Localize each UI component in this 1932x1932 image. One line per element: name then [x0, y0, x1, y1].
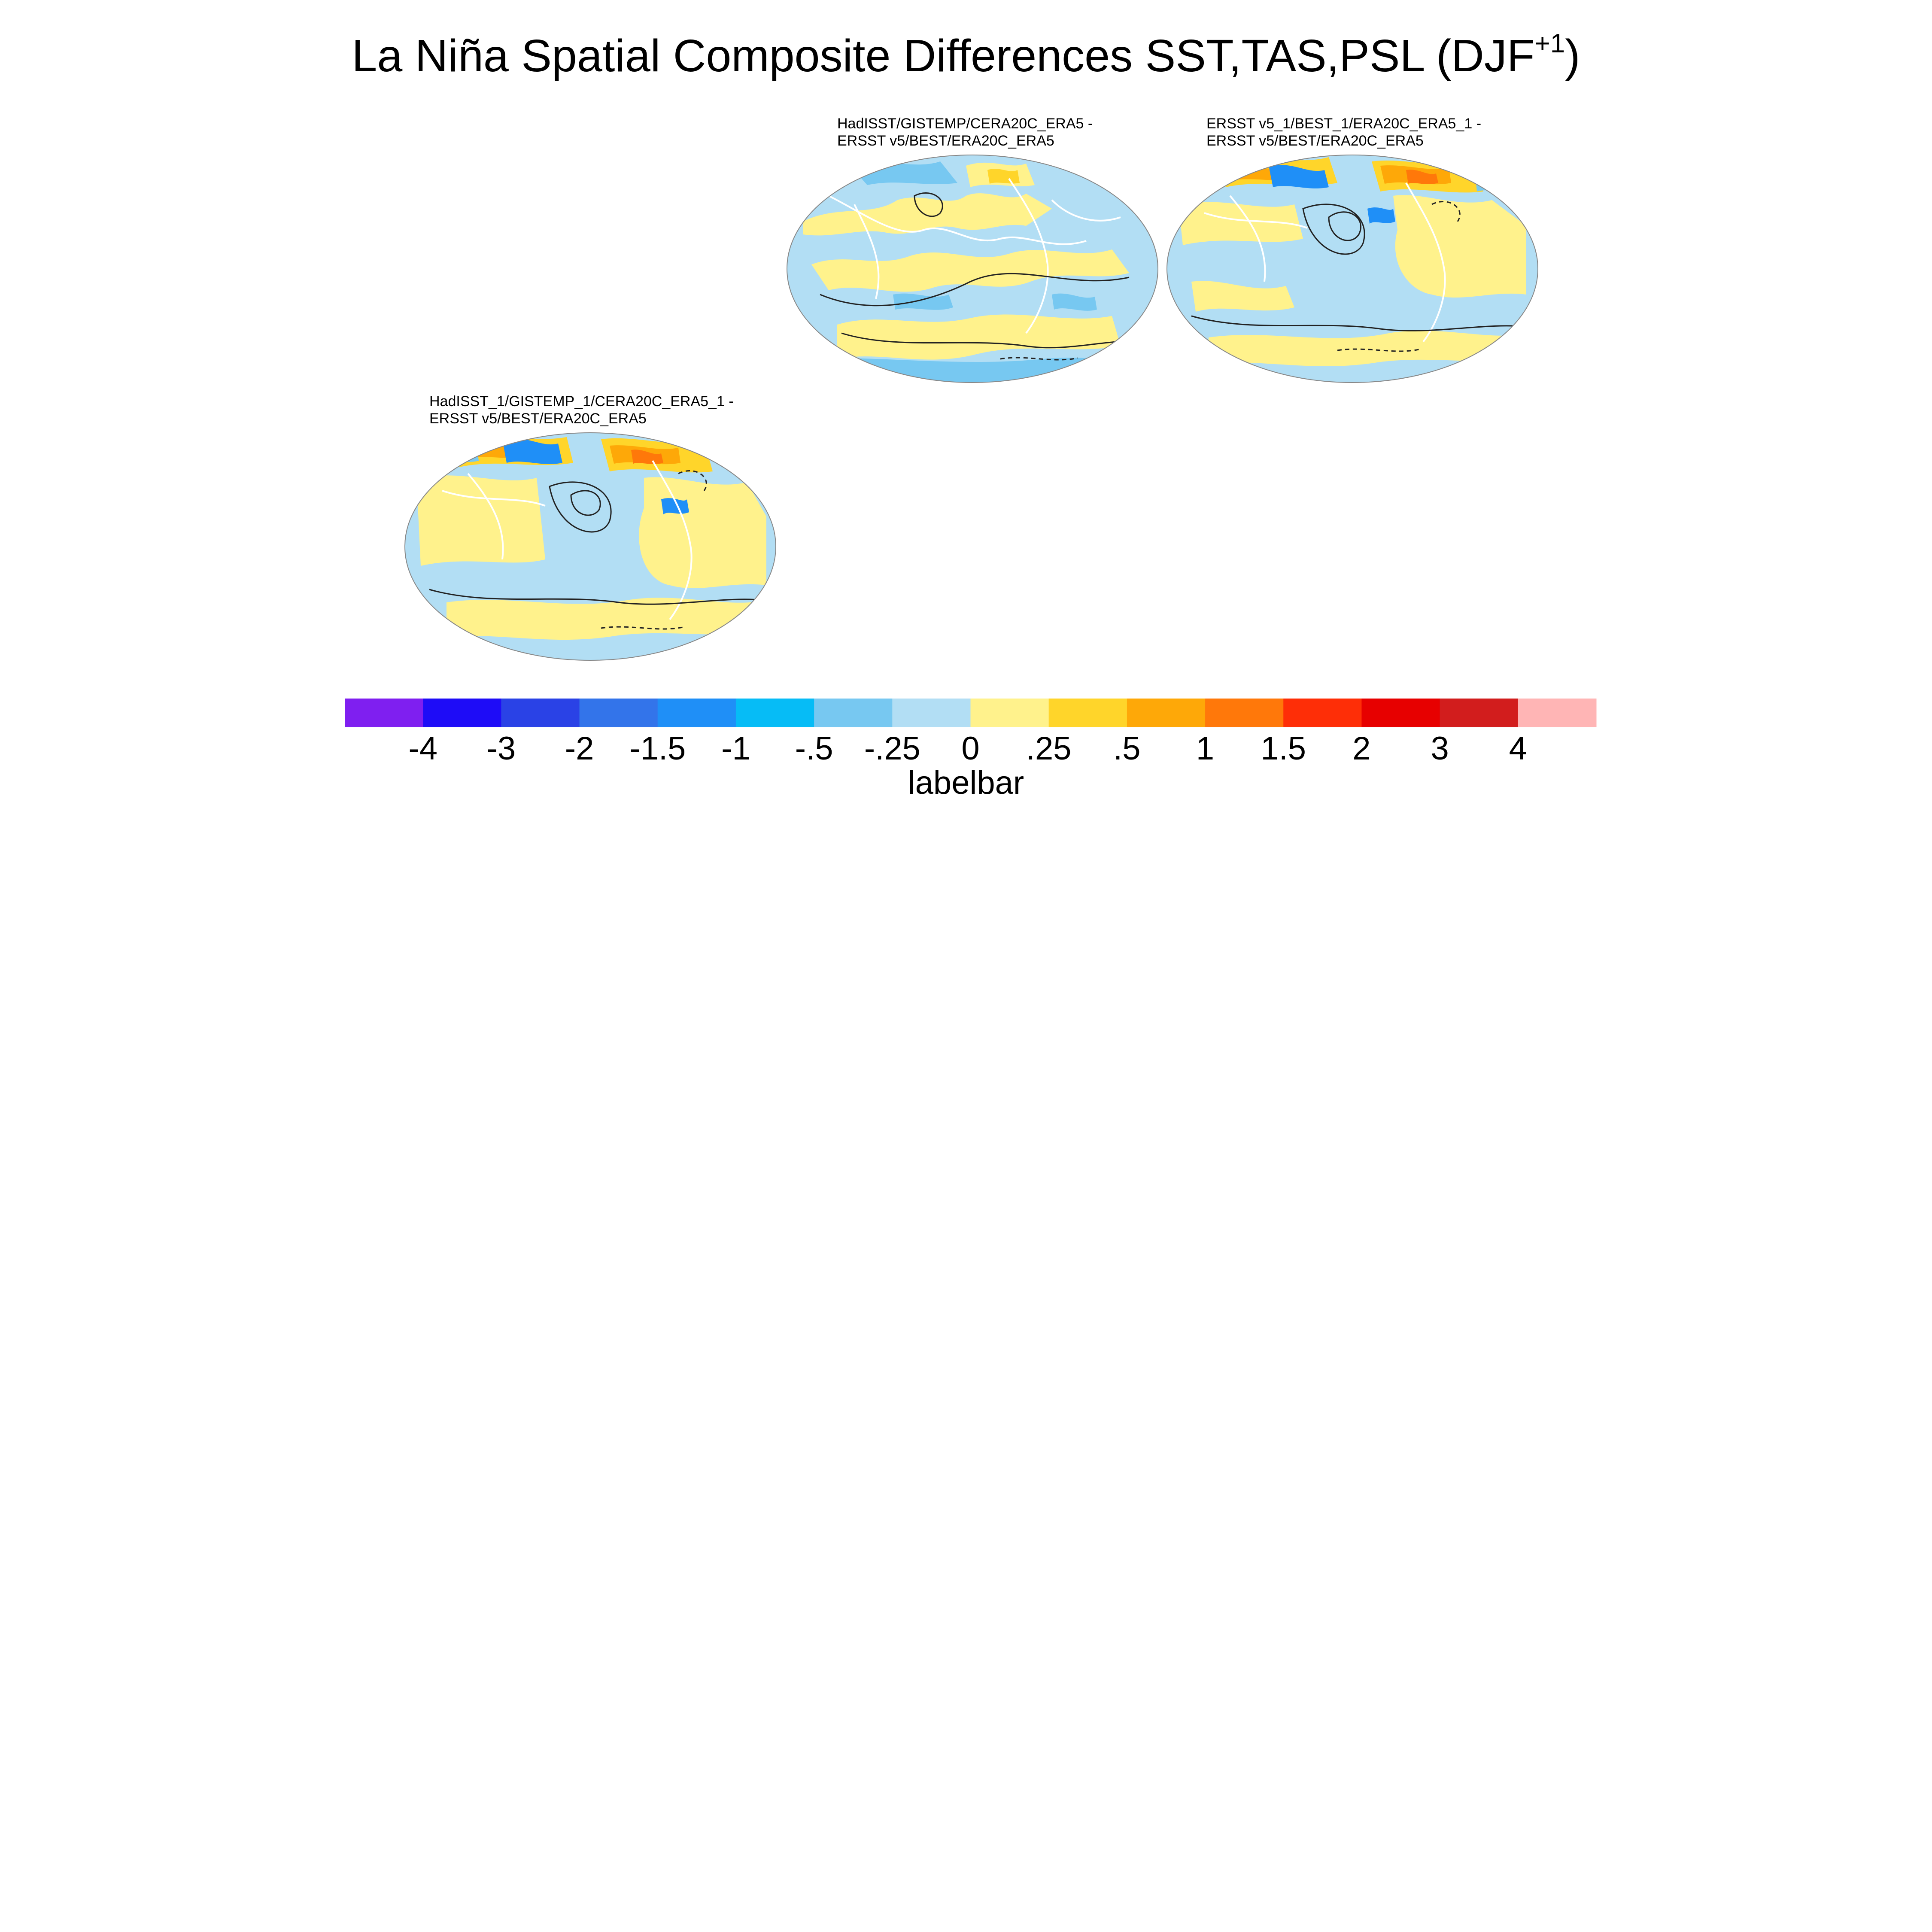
robinson-map-2 [1166, 155, 1538, 383]
labelbar-title: labelbar [908, 765, 1024, 801]
labelbar-tick-label: -2 [565, 730, 594, 767]
figure-title-superscript: +1 [1534, 28, 1565, 58]
labelbar-swatch [1205, 699, 1284, 727]
panel-title-line2: ERSST v5/BEST/ERA20C_ERA5 [837, 133, 1054, 149]
panel-title: HadISST/GISTEMP/CERA20C_ERA5 - ERSST v5/… [837, 115, 1211, 149]
labelbar-swatch [345, 699, 423, 727]
robinson-map-1 [787, 155, 1158, 383]
panel-title-line1: HadISST/GISTEMP/CERA20C_ERA5 - [837, 115, 1093, 132]
labelbar-tick-label: 1 [1196, 730, 1215, 767]
labelbar-swatch [1048, 699, 1127, 727]
labelbar-swatch [1518, 699, 1597, 727]
labelbar-tick-label: -4 [408, 730, 437, 767]
map-panel-hadisst1-gistemp1-cera20c1: HadISST_1/GISTEMP_1/CERA20C_ERA5_1 - ERS… [404, 393, 777, 661]
labelbar-tick-label: 3 [1431, 730, 1449, 767]
panel-title-line2: ERSST v5/BEST/ERA20C_ERA5 [429, 410, 647, 427]
labelbar-tick-label: 4 [1509, 730, 1527, 767]
labelbar-tick-label: .25 [1026, 730, 1072, 767]
labelbar-tick-label: -.25 [864, 730, 920, 767]
panel-title-line1: ERSST v5_1/BEST_1/ERA20C_ERA5_1 - [1206, 115, 1482, 132]
labelbar-swatch [735, 699, 814, 727]
panel-title: HadISST_1/GISTEMP_1/CERA20C_ERA5_1 - ERS… [429, 393, 803, 427]
figure-title: La Niña Spatial Composite Differences SS… [0, 28, 1932, 82]
panel-title-line1: HadISST_1/GISTEMP_1/CERA20C_ERA5_1 - [429, 393, 734, 410]
labelbar-swatch [814, 699, 893, 727]
labelbar-tick-label: .5 [1113, 730, 1141, 767]
labelbar-swatch [1440, 699, 1519, 727]
labelbar-tick-label: -1 [721, 730, 750, 767]
labelbar-tick-label: -.5 [795, 730, 833, 767]
figure-title-main: La Niña Spatial Composite Differences SS… [352, 30, 1535, 81]
labelbar-swatch [1127, 699, 1206, 727]
labelbar-tick-label: 1.5 [1261, 730, 1306, 767]
map-panel-hadisst-gistemp-cera20c: HadISST/GISTEMP/CERA20C_ERA5 - ERSST v5/… [786, 115, 1159, 383]
labelbar-tick-label: -1.5 [629, 730, 686, 767]
labelbar-swatch [892, 699, 971, 727]
labelbar [345, 699, 1597, 727]
labelbar-swatch [579, 699, 658, 727]
labelbar-swatch [501, 699, 580, 727]
robinson-map-3 [404, 432, 776, 661]
figure-title-close: ) [1565, 30, 1580, 81]
panel-title-line2: ERSST v5/BEST/ERA20C_ERA5 [1206, 133, 1424, 149]
map-panel-ersst-best-era20c: ERSST v5_1/BEST_1/ERA20C_ERA5_1 - ERSST … [1166, 115, 1539, 383]
labelbar-swatch [657, 699, 736, 727]
labelbar-tick-label: 2 [1352, 730, 1371, 767]
labelbar-swatch [423, 699, 501, 727]
labelbar-tick-label: 0 [961, 730, 980, 767]
labelbar-swatch [1361, 699, 1440, 727]
labelbar-swatch [1283, 699, 1362, 727]
labelbar-swatch [970, 699, 1049, 727]
panel-title: ERSST v5_1/BEST_1/ERA20C_ERA5_1 - ERSST … [1206, 115, 1580, 149]
labelbar-tick-label: -3 [486, 730, 516, 767]
